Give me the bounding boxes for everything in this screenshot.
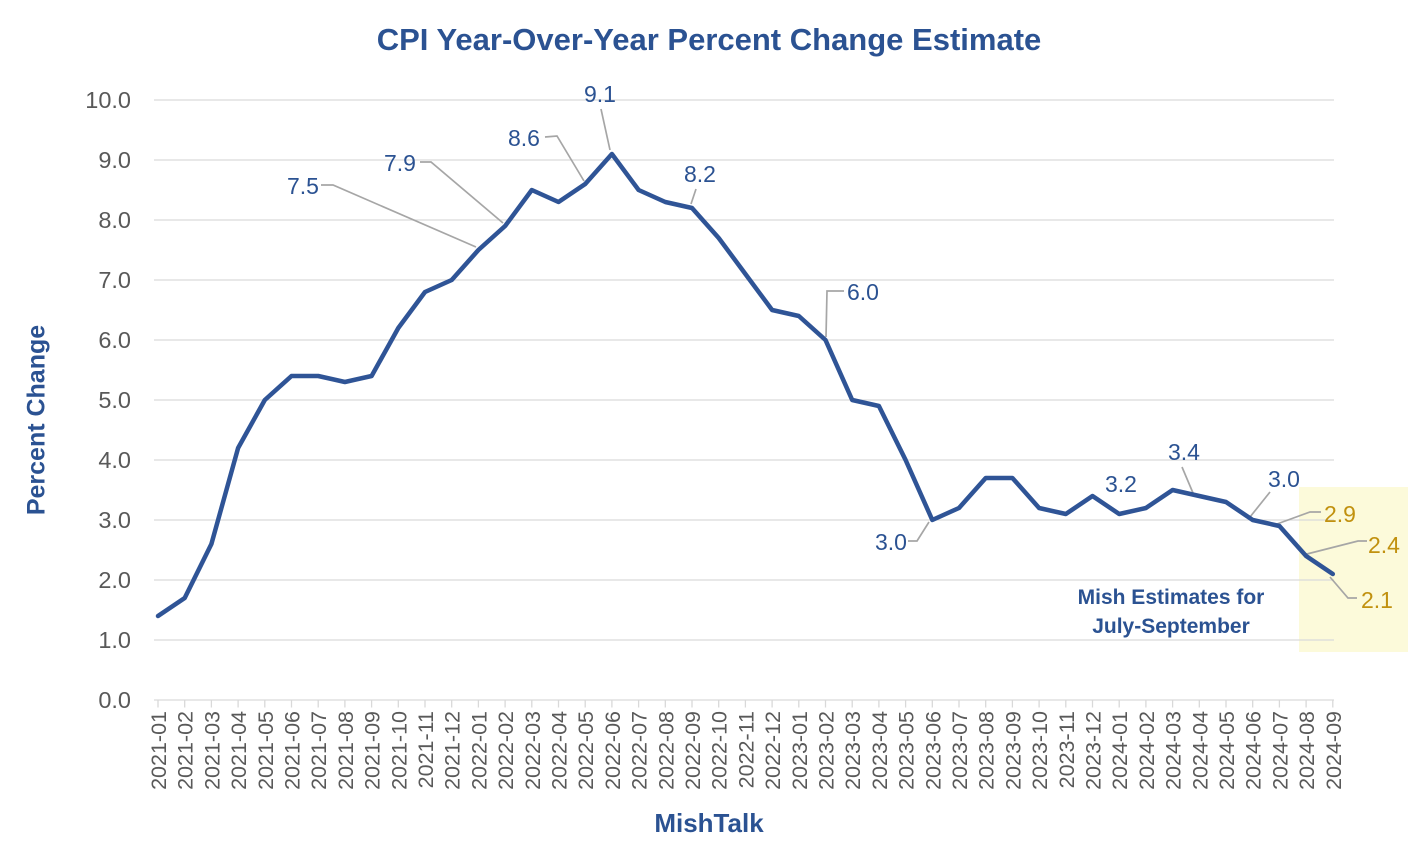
x-tick-label: 2022-12 [761,711,785,790]
y-tick-label: 5.0 [98,387,131,413]
annotation-leader [690,188,697,205]
x-tick-label: 2024-05 [1215,711,1239,790]
x-tick-label: 2021-02 [174,711,198,790]
x-tick-label: 2024-08 [1295,711,1319,790]
annotation-leader [1181,466,1194,494]
x-tick-label: 2023-11 [1055,711,1079,788]
x-tick-label: 2023-12 [1082,711,1106,790]
y-tick-label: 7.0 [98,267,131,293]
annotation-leader [321,184,477,248]
x-axis-title: MishTalk [654,808,764,838]
annotation-label: 3.0 [1268,466,1300,492]
x-tick-label: 2021-08 [334,711,358,790]
y-tick-label: 8.0 [98,207,131,233]
x-tick-label: 2023-01 [788,711,812,790]
estimate-note-line2: July-September [1092,615,1250,638]
annotation-label: 3.2 [1105,471,1137,497]
x-tick-label: 2023-06 [921,711,945,790]
x-tick-label: 2022-10 [708,711,732,790]
x-tick-label: 2023-03 [841,711,865,790]
y-axis-title: Percent Change [22,324,51,516]
chart-title: CPI Year-Over-Year Percent Change Estima… [376,22,1042,57]
y-tick-label: 4.0 [98,447,131,473]
estimate-note-line1: Mish Estimates for [1077,586,1265,609]
x-tick-label: 2022-08 [654,711,678,790]
y-tick-label: 6.0 [98,327,131,353]
x-tick-label: 2024-04 [1188,711,1212,790]
estimate-annotation-label: 2.1 [1361,587,1393,613]
estimate-highlight-region [1299,487,1408,652]
estimate-annotation-label: 2.4 [1368,532,1400,558]
x-tick-label: 2022-01 [467,711,491,790]
x-tick-label: 2022-07 [628,711,652,790]
annotation-label: 9.1 [584,81,616,107]
annotation-leader [1329,576,1357,599]
x-tick-label: 2021-10 [387,711,411,790]
cpi-series-line [155,151,1336,619]
annotation-leader [908,521,930,542]
annotation-label: 7.9 [384,150,416,176]
y-tick-label: 9.0 [98,147,131,173]
annotation-leader [1276,511,1321,525]
x-tick-label: 2024-03 [1162,711,1186,790]
x-tick-label: 2022-11 [734,711,758,788]
x-tick-label: 2021-04 [227,711,251,790]
annotation-leader [420,161,504,224]
x-tick-label: 2022-03 [521,711,545,790]
annotation-label: 6.0 [847,279,879,305]
annotation-label: 3.4 [1168,439,1200,465]
annotation-label: 7.5 [287,173,319,199]
annotation-leader [825,290,844,338]
x-tick-label: 2023-02 [815,711,839,790]
x-tick-label: 2024-02 [1135,711,1159,790]
x-tick-label: 2023-04 [868,711,892,790]
x-tick-label: 2021-06 [281,711,305,790]
x-tick-label: 2023-09 [1001,711,1025,790]
x-tick-label: 2021-11 [414,711,438,788]
x-tick-label: 2021-03 [200,711,224,790]
x-tick-label: 2021-05 [254,711,278,790]
annotation-leader [1302,540,1367,556]
estimate-annotation-label: 2.9 [1324,501,1356,527]
x-tick-label: 2023-05 [895,711,919,790]
x-tick-label: 2021-12 [441,711,465,790]
annotation-leader [544,135,585,182]
x-tick-label: 2022-02 [494,711,518,790]
annotation-leader [1249,491,1271,518]
y-tick-label: 3.0 [98,507,131,533]
y-tick-label: 10.0 [85,87,131,113]
annotation-label: 8.2 [684,161,716,187]
x-tick-label: 2021-01 [147,711,171,790]
x-tick-label: 2024-06 [1242,711,1266,790]
x-tick-label: 2021-07 [307,711,331,790]
y-tick-label: 0.0 [98,687,131,713]
x-tick-label: 2023-10 [1028,711,1052,790]
x-tick-label: 2024-09 [1322,711,1346,790]
annotation-label: 3.0 [875,529,907,555]
x-tick-label: 2024-01 [1108,711,1132,790]
y-tick-label: 2.0 [98,567,131,593]
x-tick-label: 2021-09 [361,711,385,790]
x-tick-label: 2022-04 [548,711,572,790]
x-tick-label: 2022-06 [601,711,625,790]
x-tick-label: 2023-07 [948,711,972,790]
annotation-leader [600,108,611,151]
x-tick-label: 2024-07 [1268,711,1292,790]
x-tick-label: 2023-08 [975,711,999,790]
y-tick-label: 1.0 [98,627,131,653]
x-tick-label: 2022-05 [574,711,598,790]
x-tick-label: 2022-09 [681,711,705,790]
estimate-note: Mish Estimates for July-September [1078,583,1265,641]
annotation-label: 8.6 [508,125,540,151]
